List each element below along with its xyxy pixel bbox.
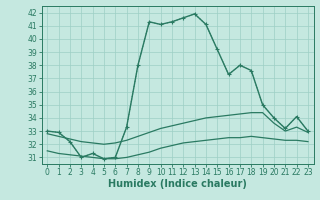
X-axis label: Humidex (Indice chaleur): Humidex (Indice chaleur): [108, 179, 247, 189]
